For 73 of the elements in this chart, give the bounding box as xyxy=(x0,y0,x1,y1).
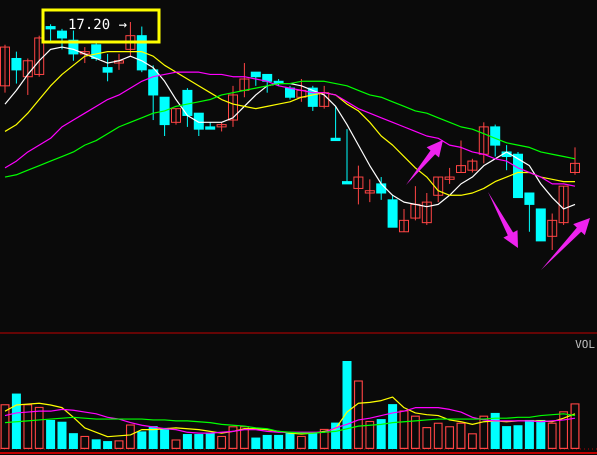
bar xyxy=(400,410,408,449)
bar xyxy=(342,361,352,449)
bar xyxy=(126,424,135,449)
candlestick xyxy=(171,108,181,126)
candlestick xyxy=(353,165,364,205)
bar xyxy=(0,404,10,449)
bar xyxy=(514,425,522,449)
bar xyxy=(376,419,386,449)
candlestick xyxy=(570,146,580,176)
bar xyxy=(80,436,90,449)
bar xyxy=(194,434,204,449)
bar xyxy=(58,422,66,449)
candlestick xyxy=(285,85,295,100)
bar xyxy=(570,403,580,449)
bar xyxy=(308,433,318,449)
bar xyxy=(172,439,180,449)
bar xyxy=(217,436,226,449)
bar xyxy=(114,440,124,449)
bar xyxy=(92,439,101,449)
bar xyxy=(388,404,398,449)
candlestick xyxy=(57,28,67,50)
candlestick xyxy=(228,85,238,128)
candlestick xyxy=(239,62,250,98)
bar xyxy=(228,426,238,449)
bar xyxy=(12,394,21,449)
candlestick xyxy=(319,85,330,110)
candlestick xyxy=(490,124,500,158)
bar xyxy=(103,441,112,449)
bar xyxy=(410,416,420,449)
bar xyxy=(251,438,260,449)
bar xyxy=(262,434,272,449)
bar xyxy=(365,420,374,449)
bar xyxy=(434,422,443,449)
candlestick xyxy=(80,46,90,64)
candlestick xyxy=(0,44,10,94)
chart-title: VOL xyxy=(575,338,596,351)
candlestick xyxy=(114,53,124,70)
candlestick xyxy=(216,122,227,132)
bar xyxy=(456,422,466,449)
bar xyxy=(160,428,170,449)
candlestick xyxy=(296,78,306,102)
bar xyxy=(479,416,488,449)
bar xyxy=(490,412,500,449)
bar xyxy=(34,406,44,449)
candlestick xyxy=(46,24,56,44)
candlestick xyxy=(11,51,22,84)
bar xyxy=(182,434,192,449)
bar xyxy=(286,433,294,449)
candlestick xyxy=(125,22,136,57)
bar xyxy=(137,431,146,449)
bar xyxy=(46,420,56,449)
annotation: 17.20 → xyxy=(68,17,128,33)
bar xyxy=(536,420,546,449)
candlestick xyxy=(364,178,375,203)
bar xyxy=(23,404,32,449)
bar xyxy=(524,420,534,449)
bar xyxy=(68,433,78,449)
bar xyxy=(354,380,363,449)
bar xyxy=(274,434,284,449)
bar xyxy=(468,433,477,449)
candlestick xyxy=(478,122,489,164)
candlestick xyxy=(342,128,352,184)
bar xyxy=(296,436,306,449)
candlestick xyxy=(399,208,409,232)
candlestick xyxy=(102,53,113,82)
bar xyxy=(445,426,454,449)
candlestick xyxy=(330,106,341,142)
bar xyxy=(548,422,557,449)
bar xyxy=(422,427,432,449)
candlestick xyxy=(376,176,386,200)
bar xyxy=(148,426,158,449)
bar xyxy=(502,426,512,449)
bar xyxy=(206,433,215,449)
